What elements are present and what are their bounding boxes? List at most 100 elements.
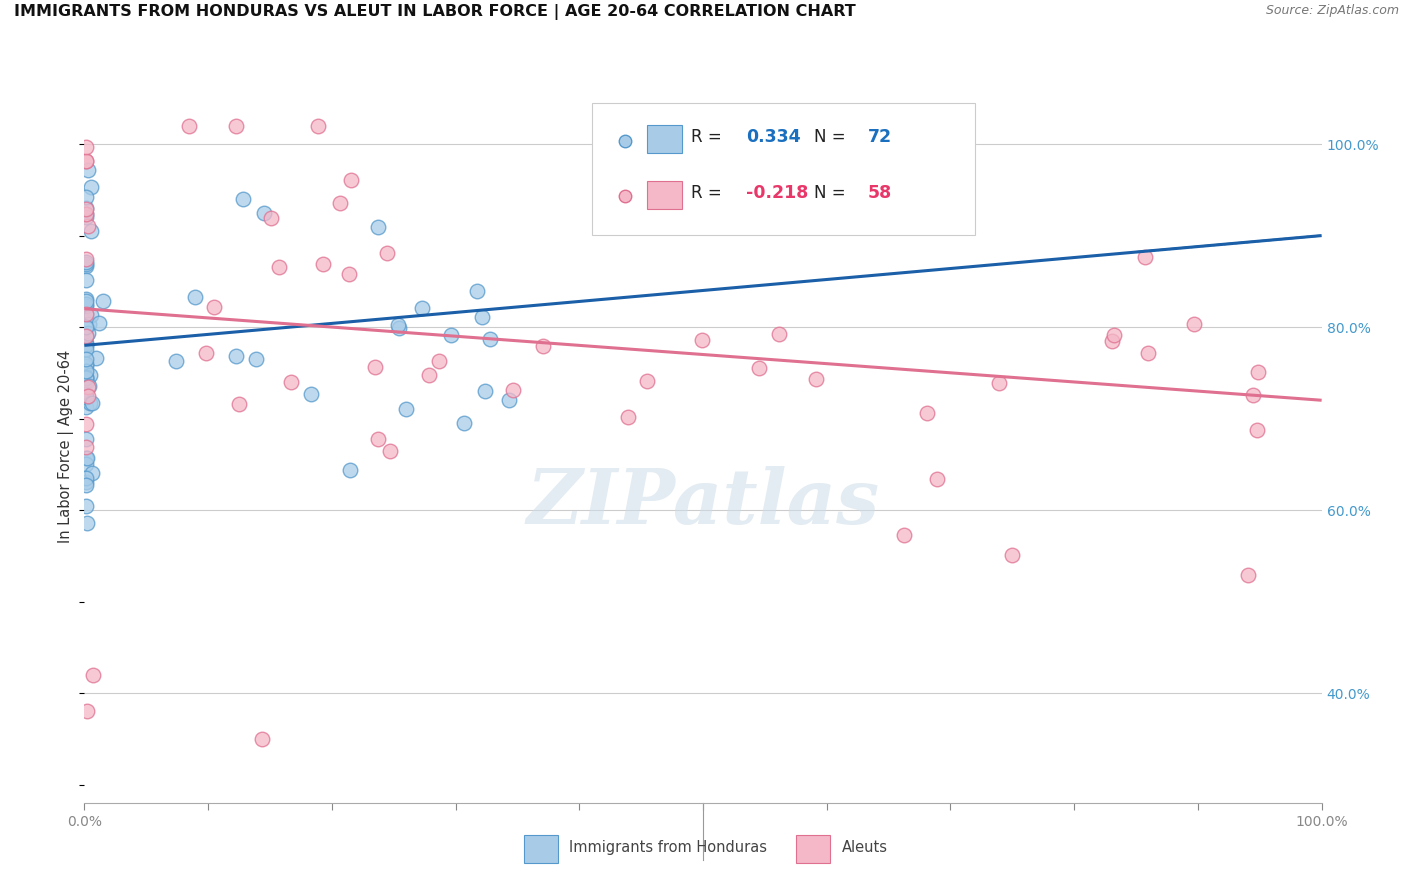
Point bbox=[388, 320, 411, 334]
Point bbox=[165, 353, 187, 368]
Point bbox=[1135, 250, 1157, 264]
Text: N =: N = bbox=[814, 128, 851, 146]
Point bbox=[75, 369, 97, 384]
Point bbox=[76, 163, 98, 178]
Point bbox=[75, 201, 97, 215]
Point bbox=[77, 378, 100, 392]
Point bbox=[75, 352, 97, 367]
Text: Aleuts: Aleuts bbox=[842, 840, 887, 855]
Point bbox=[280, 376, 302, 390]
Point bbox=[988, 376, 1011, 390]
Point bbox=[75, 370, 97, 384]
Text: 72: 72 bbox=[868, 128, 891, 146]
Point bbox=[690, 334, 713, 348]
Point bbox=[307, 119, 329, 133]
Point bbox=[395, 401, 418, 416]
Point bbox=[75, 139, 97, 153]
Point bbox=[75, 319, 97, 334]
Text: N =: N = bbox=[814, 184, 851, 202]
Point bbox=[312, 257, 335, 271]
Point bbox=[77, 380, 100, 394]
Point bbox=[387, 318, 409, 333]
Point bbox=[75, 307, 97, 321]
Text: 0.334: 0.334 bbox=[747, 128, 801, 146]
Point bbox=[76, 389, 98, 403]
Point bbox=[75, 259, 97, 273]
Point bbox=[228, 397, 250, 411]
Point bbox=[75, 207, 97, 221]
Point bbox=[75, 478, 97, 492]
Point bbox=[378, 443, 401, 458]
Point bbox=[870, 158, 893, 172]
Point bbox=[1247, 365, 1270, 379]
Text: ZIPatlas: ZIPatlas bbox=[526, 467, 880, 540]
Point bbox=[225, 119, 247, 133]
Point bbox=[375, 246, 398, 260]
Point bbox=[76, 516, 98, 530]
Point bbox=[79, 368, 101, 382]
Point bbox=[75, 257, 97, 271]
Point bbox=[75, 432, 97, 446]
Point bbox=[267, 260, 290, 274]
Point bbox=[479, 332, 502, 346]
Point bbox=[1101, 334, 1123, 348]
Point bbox=[80, 396, 103, 410]
Point bbox=[179, 119, 201, 133]
Point bbox=[75, 359, 97, 373]
Point bbox=[260, 211, 283, 225]
Point bbox=[75, 499, 97, 513]
Point bbox=[75, 154, 97, 169]
Point bbox=[418, 368, 440, 382]
Point bbox=[367, 432, 389, 446]
Point bbox=[925, 472, 948, 486]
Bar bbox=[647, 125, 682, 153]
Point bbox=[617, 410, 640, 425]
Point bbox=[75, 299, 97, 313]
Point bbox=[75, 390, 97, 404]
Point bbox=[76, 450, 98, 465]
Point bbox=[184, 289, 207, 303]
Point bbox=[75, 207, 97, 221]
Bar bbox=[647, 180, 682, 209]
Point bbox=[337, 268, 360, 282]
Point bbox=[225, 349, 247, 363]
Point bbox=[76, 375, 98, 389]
Point bbox=[893, 528, 915, 542]
Point bbox=[75, 471, 97, 485]
Point bbox=[80, 180, 103, 194]
Point bbox=[367, 219, 389, 234]
Point bbox=[253, 206, 276, 220]
Point bbox=[339, 463, 361, 477]
Point bbox=[80, 224, 103, 238]
Point bbox=[748, 360, 770, 375]
Point bbox=[82, 667, 104, 681]
Point bbox=[75, 294, 97, 309]
Point bbox=[411, 301, 433, 315]
Point bbox=[636, 374, 658, 388]
Point bbox=[75, 255, 97, 269]
Point bbox=[84, 351, 107, 365]
Text: IMMIGRANTS FROM HONDURAS VS ALEUT IN LABOR FORCE | AGE 20-64 CORRELATION CHART: IMMIGRANTS FROM HONDURAS VS ALEUT IN LAB… bbox=[14, 4, 856, 21]
Point bbox=[75, 153, 97, 168]
Point bbox=[75, 328, 97, 343]
Point bbox=[498, 393, 520, 408]
Point bbox=[329, 195, 352, 210]
Point bbox=[364, 359, 387, 374]
Point bbox=[1241, 388, 1264, 402]
Point bbox=[75, 357, 97, 371]
Point bbox=[76, 219, 98, 234]
Point bbox=[79, 395, 101, 409]
Bar bbox=[796, 835, 831, 863]
Point bbox=[91, 293, 114, 308]
Point bbox=[75, 417, 97, 431]
Bar bbox=[523, 835, 558, 863]
Point bbox=[75, 210, 97, 224]
Text: -0.218: -0.218 bbox=[747, 184, 808, 202]
Point bbox=[75, 342, 97, 356]
Point bbox=[75, 335, 97, 350]
Point bbox=[471, 310, 494, 325]
Point bbox=[75, 457, 97, 471]
Point bbox=[1001, 548, 1024, 562]
Point bbox=[75, 273, 97, 287]
Point bbox=[232, 192, 254, 206]
